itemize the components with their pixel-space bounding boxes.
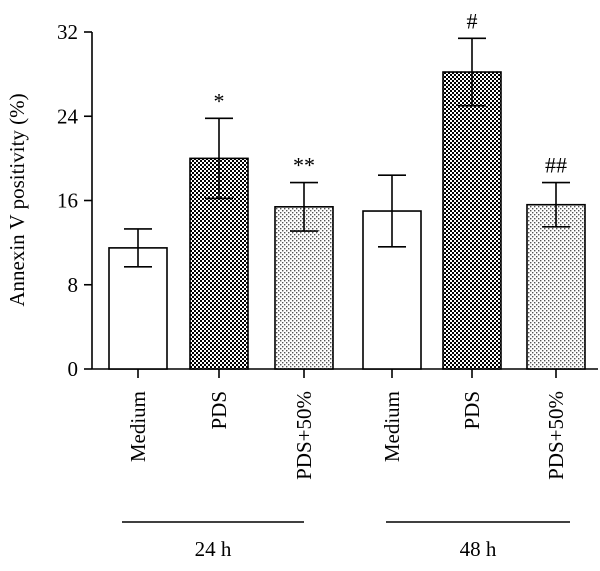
group-label: 24 h: [195, 537, 232, 561]
bar-pds-48h: [442, 71, 502, 370]
y-tick-label: 32: [57, 20, 78, 44]
significance-marker: ##: [545, 153, 567, 178]
significance-marker: **: [293, 153, 315, 178]
x-tick-label: PDS+50%: [292, 391, 316, 480]
y-tick-label: 8: [68, 273, 79, 297]
y-tick-label: 16: [57, 189, 78, 213]
y-tick-label: 24: [57, 104, 79, 128]
x-tick-label: Medium: [126, 391, 150, 462]
bar-medium-24h: [108, 247, 168, 370]
group-label: 48 h: [460, 537, 497, 561]
y-axis-label: Annexin V positivity (%): [5, 93, 29, 306]
significance-marker: *: [214, 88, 225, 113]
x-tick-label: PDS: [460, 391, 484, 430]
x-tick-label: PDS: [207, 391, 231, 430]
bar-pds-50--24h: [274, 206, 334, 370]
x-tick-label: PDS+50%: [544, 391, 568, 480]
y-tick-label: 0: [68, 357, 79, 381]
significance-marker: #: [467, 8, 478, 33]
x-tick-label: Medium: [380, 391, 404, 462]
bar-pds-50--48h: [526, 203, 586, 370]
